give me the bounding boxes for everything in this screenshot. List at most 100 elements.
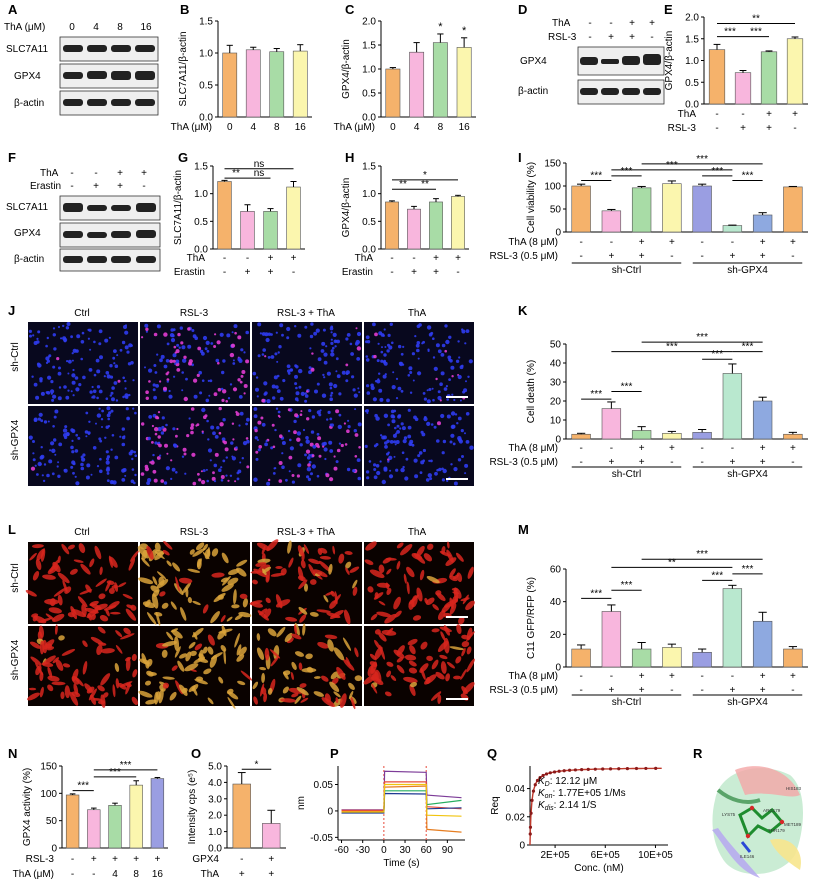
y-tick-label: 0.04 [506,784,526,795]
row-label: sh-GPX4 [10,419,21,460]
cell-nucleus [316,382,320,386]
cell-nucleus [82,375,86,380]
cell-nucleus [381,479,386,485]
cell-nucleus [121,340,126,345]
treatment-sign: - [791,251,794,262]
cell-nucleus [329,386,333,390]
cell-nucleus [281,441,286,445]
significance-mark: *** [109,767,121,778]
cell-nucleus [87,328,90,332]
bar [571,433,591,440]
cell-nucleus [80,455,84,459]
cell-nucleus [270,333,273,336]
cell-nucleus [196,373,200,377]
cell-nucleus [279,434,283,439]
cell-nucleus [201,379,205,383]
data-point [644,766,648,771]
cell-body [300,697,309,703]
cell-nucleus [287,429,291,433]
cell-body [261,545,266,555]
cell-body [270,656,279,667]
cell-nucleus [183,396,188,402]
cell-body [84,683,93,693]
cell-body [227,696,236,709]
cell-nucleus [380,333,385,337]
treatment-sign: - [142,181,145,192]
treatment-sign: + [112,854,118,865]
cell-body [236,559,248,567]
panel-r: R HIS183 LYS75 MET189 ARG179 THR179 ILE1… [693,746,811,883]
significance-mark: * [255,759,259,770]
cell-nucleus [152,383,156,387]
cell-nucleus [209,459,212,462]
cell-nucleus [452,442,456,446]
cell-nucleus [457,416,462,421]
cell-nucleus [88,420,91,423]
cell-nucleus [261,353,265,356]
cell-body [94,545,102,560]
cell-body [238,646,247,656]
cell-body [382,557,392,564]
cell-nucleus [43,420,48,424]
cell-nucleus [409,371,413,374]
cell-nucleus [237,335,242,340]
cell-nucleus [414,474,419,479]
cell-body [290,671,294,681]
microscopy-image [140,322,250,404]
cell-body [408,660,417,667]
treatment-sign: - [670,685,673,696]
blot-band [63,203,83,212]
x-tick-label: 0 [227,122,233,133]
cell-body [378,564,385,574]
cell-body [162,682,169,689]
significance-mark: *** [724,27,736,38]
cell-nucleus [239,411,244,416]
cell-nucleus [335,460,339,464]
cell-body [35,662,44,676]
cell-body [47,666,53,678]
cell-nucleus [70,465,74,469]
cell-nucleus [431,387,434,390]
cell-nucleus [122,468,127,472]
cell-nucleus [191,329,195,332]
cell-nucleus [449,440,453,444]
blot-band [87,99,107,106]
blot-band [643,54,661,65]
cell-nucleus [187,344,192,349]
cell-body [52,657,60,664]
cell-body [378,600,386,606]
cell-nucleus [33,417,38,422]
y-axis-label: Req [490,796,501,814]
cell-body [458,616,465,625]
cell-body [144,599,151,608]
cell-nucleus [444,349,448,353]
significance-mark: *** [621,166,633,177]
dose-label: 8 [117,22,123,33]
cell-body [138,690,153,698]
x-tick-label: 16 [459,122,471,133]
cell-nucleus [114,455,119,460]
protein-ribbon [770,839,801,870]
cell-body [354,647,359,658]
cell-nucleus [204,347,208,351]
cell-nucleus [382,435,387,440]
y-tick-label: 40 [550,597,562,608]
cell-nucleus [366,340,371,344]
cell-nucleus [338,413,342,417]
cell-nucleus [378,388,383,393]
cell-nucleus [261,398,266,403]
cell-nucleus [441,343,446,348]
treatment-label: RSL-3 (0.5 μM) [489,251,558,262]
cell-nucleus [188,359,193,364]
blot-label: GPX4 [14,71,41,82]
treatment-sign: + [639,443,645,454]
cell-body [67,544,75,550]
cell-nucleus [71,373,76,378]
cell-nucleus [145,330,148,333]
cell-nucleus [239,380,243,384]
cell-nucleus [381,346,383,349]
cell-nucleus [346,333,351,337]
cell-nucleus [390,414,395,419]
cell-nucleus [316,432,320,436]
